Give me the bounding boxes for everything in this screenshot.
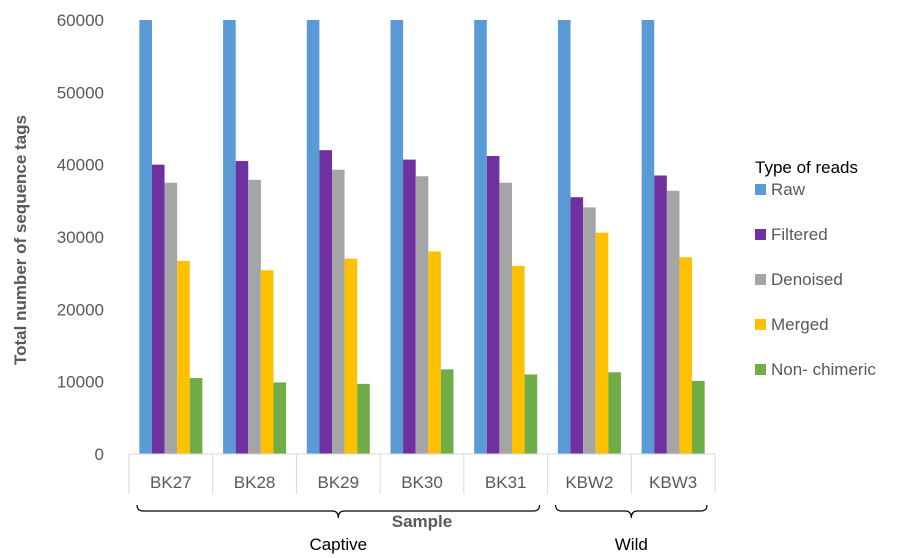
sample-groups: Captive Wild xyxy=(136,504,708,554)
bar-bk29-filtered xyxy=(319,150,332,454)
bar-bk31-raw xyxy=(474,20,487,454)
bar-kbw3-merged xyxy=(679,257,693,454)
legend-label: Non- chimeric xyxy=(771,360,876,379)
x-tick-label: BK31 xyxy=(485,473,527,492)
legend-label: Filtered xyxy=(771,225,828,244)
bar-kbw2-non-chimeric xyxy=(608,372,621,454)
bar-bk29-merged xyxy=(344,258,358,454)
bar-bk28-raw xyxy=(223,20,236,454)
bar-bk28-denoised xyxy=(248,179,261,455)
legend: Type of reads Raw Filtered Denoised Merged N… xyxy=(755,158,876,379)
bar-kbw2-filtered xyxy=(570,197,584,454)
x-tick-label: BK29 xyxy=(317,473,359,492)
bar-kbw2-denoised xyxy=(583,207,596,454)
y-tick-label: 40000 xyxy=(57,156,104,175)
x-axis-ticks: BK27 BK28 BK29 BK30 BK31 KBW2 KBW3 xyxy=(128,454,716,494)
bar-bk30-merged xyxy=(428,251,441,454)
group-label: Wild xyxy=(615,535,648,554)
y-tick-label: 20000 xyxy=(57,300,104,319)
group-label: Captive xyxy=(309,535,367,554)
bar-bk28-non-chimeric xyxy=(273,382,287,454)
bar-kbw3-denoised xyxy=(666,190,680,454)
y-tick-label: 60000 xyxy=(57,11,104,30)
bar-bk31-merged xyxy=(512,265,525,454)
bar-bk28-filtered xyxy=(235,161,249,455)
bar-bk31-non-chimeric xyxy=(524,374,538,454)
x-axis-title: Sample xyxy=(392,512,452,531)
bar-bk29-raw xyxy=(306,20,320,454)
y-axis-ticks: 0 10000 20000 30000 40000 50000 60000 xyxy=(57,11,104,464)
bar-bk27-filtered xyxy=(151,164,165,455)
bar-bk27-denoised xyxy=(164,182,178,454)
legend-swatch xyxy=(755,364,766,375)
bar-bk27-raw xyxy=(139,20,152,454)
y-tick-label: 30000 xyxy=(57,228,104,247)
legend-swatch xyxy=(755,184,766,195)
legend-title: Type of reads xyxy=(755,158,858,177)
bars xyxy=(139,20,705,455)
bar-bk31-denoised xyxy=(499,182,513,454)
bar-bk27-non-chimeric xyxy=(189,378,203,454)
bar-kbw2-raw xyxy=(557,20,571,454)
bar-kbw3-raw xyxy=(641,20,655,454)
group-brace xyxy=(554,504,708,519)
bar-bk27-merged xyxy=(177,260,190,454)
legend-label: Raw xyxy=(771,180,806,199)
group-brace xyxy=(136,504,541,519)
bar-kbw3-filtered xyxy=(654,175,667,454)
bar-kbw3-non-chimeric xyxy=(692,380,705,454)
bar-bk29-non-chimeric xyxy=(357,383,370,454)
x-tick-label: BK27 xyxy=(150,473,192,492)
x-tick-label: KBW2 xyxy=(565,473,613,492)
bar-bk31-filtered xyxy=(486,155,500,455)
bar-bk29-denoised xyxy=(331,169,345,455)
bar-bk30-denoised xyxy=(415,176,429,455)
bar-bk28-merged xyxy=(260,270,274,454)
legend-swatch xyxy=(755,319,766,330)
y-tick-label: 50000 xyxy=(57,83,104,102)
legend-swatch xyxy=(755,274,766,285)
x-tick-label: BK30 xyxy=(401,473,443,492)
legend-swatch xyxy=(755,229,766,240)
y-tick-label: 0 xyxy=(95,445,104,464)
legend-label: Denoised xyxy=(771,270,843,289)
y-axis-title: Total number of sequence tags xyxy=(11,115,30,365)
bar-bk30-non-chimeric xyxy=(440,369,454,454)
x-tick-label: KBW3 xyxy=(649,473,697,492)
bar-kbw2-merged xyxy=(595,232,609,454)
y-tick-label: 10000 xyxy=(57,373,104,392)
legend-label: Merged xyxy=(771,315,829,334)
x-tick-label: BK28 xyxy=(234,473,276,492)
bar-bk30-filtered xyxy=(403,159,416,454)
bar-bk30-raw xyxy=(390,20,404,454)
